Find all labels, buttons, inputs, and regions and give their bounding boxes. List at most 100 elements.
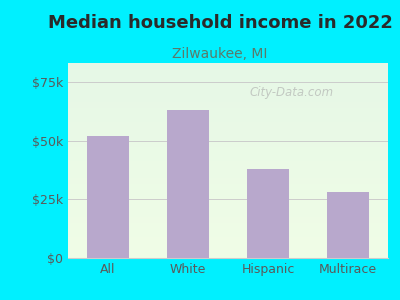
Bar bbox=[68, 69, 388, 71]
Bar bbox=[87, 136, 129, 258]
Bar bbox=[68, 85, 388, 86]
Bar bbox=[68, 192, 388, 194]
Bar bbox=[68, 102, 388, 104]
Bar bbox=[68, 125, 388, 127]
Bar bbox=[68, 149, 388, 151]
Bar bbox=[68, 106, 388, 108]
Text: Zilwaukee, MI: Zilwaukee, MI bbox=[172, 46, 268, 61]
Bar bbox=[68, 238, 388, 241]
Bar bbox=[68, 71, 388, 73]
Bar bbox=[68, 155, 388, 157]
Bar bbox=[68, 63, 388, 65]
Bar bbox=[68, 157, 388, 158]
Bar bbox=[68, 209, 388, 211]
Bar bbox=[68, 184, 388, 186]
Bar bbox=[68, 158, 388, 160]
Bar bbox=[68, 203, 388, 205]
Bar bbox=[68, 90, 388, 92]
Bar bbox=[68, 223, 388, 225]
Bar bbox=[68, 76, 388, 79]
Bar bbox=[68, 186, 388, 188]
Bar bbox=[68, 96, 388, 98]
Bar bbox=[68, 131, 388, 133]
Bar bbox=[247, 169, 289, 258]
Bar bbox=[68, 135, 388, 137]
Bar bbox=[68, 242, 388, 244]
Bar bbox=[68, 225, 388, 227]
Bar bbox=[68, 122, 388, 124]
Bar bbox=[68, 112, 388, 114]
Bar bbox=[68, 124, 388, 125]
Bar bbox=[68, 129, 388, 131]
Bar bbox=[68, 188, 388, 190]
Bar bbox=[68, 75, 388, 76]
Bar bbox=[68, 86, 388, 88]
Bar bbox=[68, 180, 388, 182]
Bar bbox=[68, 235, 388, 236]
Bar bbox=[68, 221, 388, 223]
Bar bbox=[68, 172, 388, 174]
Text: City-Data.com: City-Data.com bbox=[250, 86, 334, 99]
Bar bbox=[68, 170, 388, 172]
Text: Median household income in 2022: Median household income in 2022 bbox=[48, 14, 392, 32]
Bar bbox=[68, 217, 388, 219]
Bar bbox=[68, 219, 388, 221]
Bar bbox=[68, 67, 388, 69]
Bar bbox=[68, 88, 388, 90]
Bar bbox=[68, 98, 388, 100]
Bar bbox=[68, 231, 388, 233]
Bar bbox=[68, 196, 388, 197]
Bar bbox=[68, 79, 388, 80]
Bar bbox=[68, 254, 388, 256]
Bar bbox=[68, 205, 388, 207]
Bar bbox=[68, 110, 388, 112]
Bar bbox=[68, 178, 388, 180]
Bar bbox=[68, 127, 388, 129]
Bar bbox=[68, 182, 388, 184]
Bar bbox=[68, 108, 388, 110]
Bar bbox=[68, 201, 388, 203]
Bar bbox=[68, 94, 388, 96]
Bar bbox=[68, 244, 388, 246]
Bar bbox=[68, 194, 388, 196]
Bar bbox=[68, 166, 388, 168]
Bar bbox=[68, 248, 388, 250]
Bar bbox=[68, 118, 388, 119]
Bar bbox=[68, 190, 388, 192]
Bar bbox=[68, 200, 388, 202]
Bar bbox=[68, 207, 388, 209]
Bar bbox=[68, 229, 388, 231]
Bar bbox=[68, 143, 388, 145]
Bar bbox=[327, 192, 369, 258]
Bar bbox=[68, 153, 388, 154]
Bar bbox=[68, 250, 388, 252]
Bar bbox=[68, 164, 388, 166]
Bar bbox=[68, 82, 388, 84]
Bar bbox=[68, 233, 388, 235]
Bar bbox=[68, 119, 388, 122]
Bar bbox=[68, 168, 388, 170]
Bar bbox=[68, 215, 388, 217]
Bar bbox=[68, 197, 388, 200]
Bar bbox=[68, 160, 388, 162]
Bar bbox=[68, 100, 388, 102]
Bar bbox=[68, 236, 388, 238]
Bar bbox=[68, 145, 388, 147]
Bar bbox=[68, 163, 388, 164]
Bar bbox=[68, 227, 388, 229]
Bar bbox=[68, 73, 388, 75]
Bar bbox=[68, 92, 388, 94]
Bar bbox=[68, 213, 388, 215]
Bar bbox=[68, 116, 388, 118]
Bar bbox=[68, 174, 388, 176]
Bar bbox=[68, 241, 388, 242]
Bar bbox=[68, 211, 388, 213]
Bar bbox=[68, 137, 388, 139]
Bar bbox=[68, 65, 388, 67]
Bar bbox=[68, 151, 388, 153]
Bar bbox=[68, 104, 388, 106]
Bar bbox=[68, 246, 388, 248]
Bar bbox=[68, 114, 388, 116]
Bar bbox=[68, 141, 388, 143]
Bar bbox=[68, 80, 388, 83]
